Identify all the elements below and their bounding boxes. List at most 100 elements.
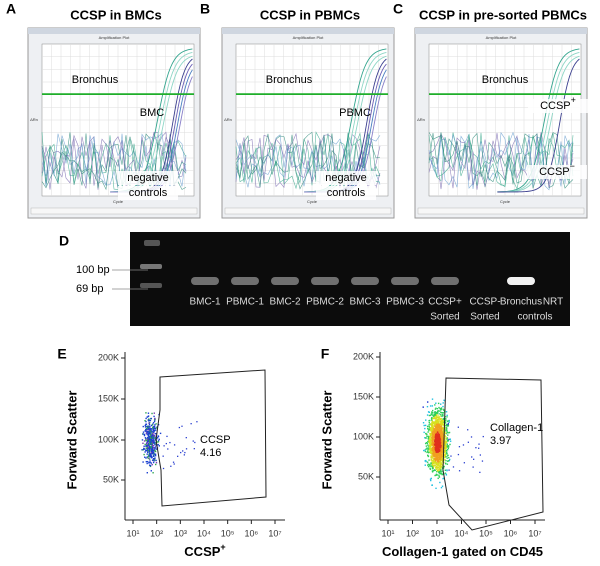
event-dot <box>149 454 152 456</box>
event-dot <box>438 406 440 409</box>
event-dot <box>429 465 432 467</box>
event-dot <box>424 450 427 453</box>
event-dot <box>151 450 153 453</box>
marker-label: 69 bp <box>76 283 104 295</box>
gate <box>442 377 544 531</box>
event-dot <box>439 481 441 484</box>
event-dot <box>445 425 447 427</box>
event-dot <box>428 421 430 424</box>
event-dot <box>447 445 450 447</box>
event-dot <box>424 449 426 451</box>
event-dot <box>152 452 154 455</box>
event-dot <box>432 433 434 435</box>
noise-trace <box>41 139 187 190</box>
event-dot <box>435 412 438 415</box>
event-dot <box>429 448 431 450</box>
event-dot <box>425 460 427 463</box>
event-dot <box>433 429 435 432</box>
event-dot <box>444 446 447 448</box>
event-dot <box>159 432 162 435</box>
event-dot <box>424 460 426 462</box>
event-dot <box>431 425 434 428</box>
event-dot <box>444 435 446 437</box>
event-dot <box>446 469 448 471</box>
event-dot <box>425 419 427 421</box>
event-dot <box>440 451 443 453</box>
event-dot <box>439 410 441 412</box>
event-dot <box>435 436 438 438</box>
event-dot <box>194 441 196 444</box>
event-dot <box>426 450 429 452</box>
event-dot <box>439 422 441 425</box>
event-dot <box>472 466 474 468</box>
event-dot <box>431 447 434 450</box>
event-dot <box>437 457 440 459</box>
event-dot <box>145 439 147 441</box>
event-dot <box>430 413 433 415</box>
event-dot <box>443 454 445 456</box>
event-dot <box>153 440 155 442</box>
event-dot <box>429 445 432 448</box>
event-dot <box>435 425 437 428</box>
event-dot <box>440 465 443 468</box>
event-dot <box>445 463 447 465</box>
event-dot <box>434 423 437 425</box>
event-dot <box>143 445 145 447</box>
event-dot <box>430 455 432 457</box>
event-dot <box>430 437 432 439</box>
lane-label: CCSP+ <box>428 297 462 308</box>
event-dot <box>151 435 153 437</box>
event-dot <box>152 422 155 424</box>
event-dot <box>441 451 443 453</box>
event-dot <box>150 455 153 457</box>
event-dot <box>182 450 184 452</box>
event-dot <box>428 459 430 461</box>
event-dot <box>429 423 431 425</box>
event-dot <box>434 408 437 410</box>
event-dot <box>148 458 151 460</box>
event-dot <box>436 438 439 440</box>
event-dot <box>152 455 155 458</box>
event-dot <box>436 458 438 460</box>
event-dot <box>438 471 441 473</box>
event-dot <box>147 426 150 428</box>
event-dot <box>441 464 443 466</box>
event-dot <box>437 420 439 422</box>
event-dot <box>148 445 151 447</box>
event-dot <box>435 424 437 426</box>
event-dot <box>440 423 442 426</box>
event-dot <box>150 429 152 431</box>
event-dot <box>148 438 150 441</box>
panel-title: CCSP in BMCs <box>70 7 162 22</box>
event-dot <box>154 437 157 439</box>
event-dot <box>149 429 151 431</box>
event-dot <box>436 423 438 426</box>
event-dot <box>439 430 442 433</box>
event-dot <box>154 450 157 453</box>
event-dot <box>148 442 150 445</box>
event-dot <box>147 433 150 436</box>
event-dot <box>441 450 443 452</box>
event-dot <box>441 423 443 425</box>
event-dot <box>436 424 438 427</box>
event-dot <box>426 451 428 454</box>
event-dot <box>430 479 432 482</box>
event-dot <box>437 435 440 437</box>
event-dot <box>431 441 434 444</box>
event-dot <box>437 461 439 464</box>
event-dot <box>148 455 150 457</box>
event-dot <box>436 426 438 428</box>
event-dot <box>437 427 440 429</box>
lane-label: BMC-2 <box>269 297 301 308</box>
x-tick-label: 10⁵ <box>221 528 235 538</box>
event-dot <box>440 463 442 466</box>
event-dot <box>438 464 440 466</box>
event-dot <box>438 476 441 478</box>
event-dot <box>437 419 439 421</box>
event-dot <box>142 431 145 433</box>
event-dot <box>149 460 151 462</box>
annotation-main: CCSP <box>540 100 571 112</box>
event-dot <box>437 449 440 451</box>
event-dot <box>431 421 433 424</box>
event-dot <box>434 459 437 461</box>
